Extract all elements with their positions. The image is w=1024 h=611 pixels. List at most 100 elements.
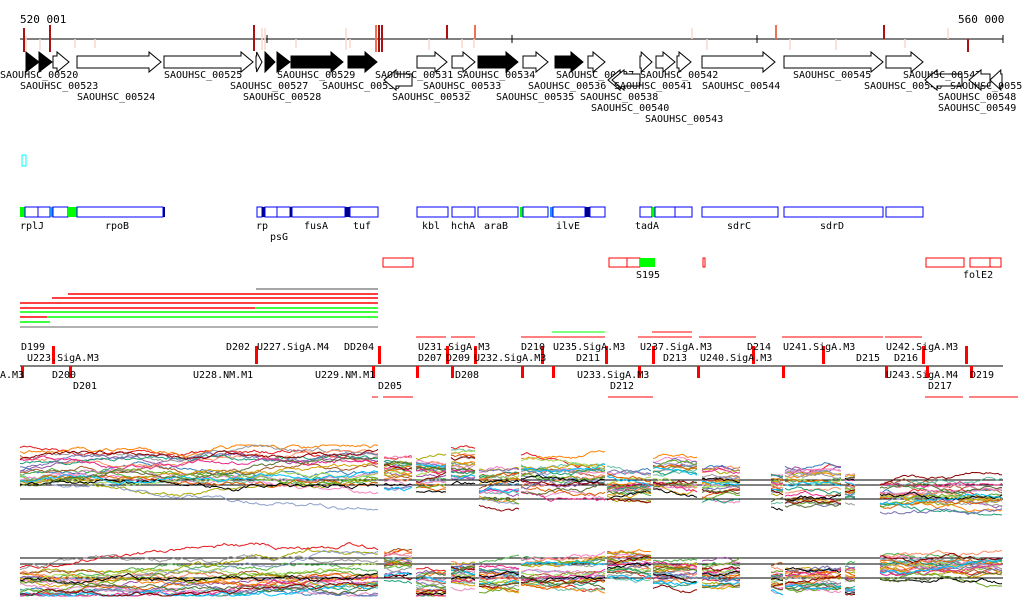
- annotation-marker: [697, 366, 700, 378]
- expression-series-line: [520, 477, 605, 490]
- annotation-marker: [752, 346, 755, 364]
- feature-box: [520, 207, 523, 217]
- expression-series-line: [415, 490, 447, 493]
- expression-series-line: [383, 465, 413, 474]
- gene-label[interactable]: SAOUHSC_00528: [243, 92, 321, 103]
- annotation-marker: [782, 366, 785, 378]
- expression-series-line: [606, 475, 652, 487]
- gene-arrow: [477, 50, 519, 74]
- annotation-marker: [416, 366, 419, 378]
- expression-series-line: [701, 491, 740, 500]
- gene-label[interactable]: SAOUHSC_00527: [230, 81, 308, 92]
- gene-label[interactable]: SAOUHSC_0055: [950, 81, 1022, 92]
- feature-box: [264, 206, 278, 218]
- expression-series-line: [415, 582, 447, 589]
- feature-label: hchA: [451, 221, 475, 232]
- annotation-marker: [446, 346, 449, 364]
- gene-label[interactable]: SAOUHSC_00529: [277, 70, 355, 81]
- expression-series-line: [770, 483, 784, 487]
- feature-box: [349, 206, 379, 218]
- annotation-label: D199: [21, 342, 45, 353]
- expression-series-line: [383, 574, 413, 581]
- region-label: folE2: [963, 270, 993, 281]
- annotation-label: D210: [521, 342, 545, 353]
- gene-label[interactable]: SAOUHSC_00540: [591, 103, 669, 114]
- expression-series-line: [701, 576, 741, 583]
- annotation-marker: [521, 366, 524, 378]
- expression-series-line: [450, 581, 476, 584]
- expression-series-line: [606, 484, 651, 491]
- annotation-label: D200: [52, 370, 76, 381]
- gene-arrow: [783, 50, 884, 74]
- expression-series-line: [844, 585, 856, 590]
- gene-label[interactable]: SAOUHSC_00545: [793, 70, 871, 81]
- expression-series-line: [606, 489, 652, 495]
- gene-label[interactable]: SAOUHSC_00523: [20, 81, 98, 92]
- gene-label[interactable]: SAOUHSC_00541: [614, 81, 692, 92]
- gene-label[interactable]: SAOUHSC_00544: [702, 81, 780, 92]
- gene-label[interactable]: SAOUHSC_00520: [0, 70, 78, 81]
- annotation-label: D208: [455, 370, 479, 381]
- gene-label[interactable]: SAOUHSC_00549: [938, 103, 1016, 114]
- feature-box: [24, 206, 39, 218]
- expression-plot-2: [19, 542, 1003, 597]
- feature-box: [552, 206, 586, 218]
- region-box: [702, 257, 706, 268]
- gene-arrow: [924, 68, 963, 92]
- gene-label[interactable]: SAOUHSC_00548: [938, 92, 1016, 103]
- gene-arrow: [290, 50, 344, 74]
- feature-label: sdrD: [820, 221, 844, 232]
- expression-series-line: [770, 485, 784, 489]
- expression-series-line: [19, 562, 378, 584]
- expression-series-line: [450, 561, 476, 566]
- expression-series-line: [19, 462, 379, 486]
- gene-label[interactable]: SAOUHSC_00531: [375, 70, 453, 81]
- feature-box: [783, 206, 884, 218]
- expression-series-line: [701, 566, 741, 575]
- gene-label[interactable]: SAOUHSC_00534: [457, 70, 535, 81]
- expression-series-line: [19, 579, 379, 596]
- annotation-label: D215: [856, 353, 880, 364]
- expression-series-line: [844, 591, 855, 595]
- gene-label[interactable]: SAOUHSC_00535: [496, 92, 574, 103]
- annotation-label: D214: [747, 342, 771, 353]
- feature-box: [37, 206, 51, 218]
- gene-arrow: [676, 50, 692, 74]
- expression-series-line: [520, 461, 606, 472]
- ruler-end-label: 560 000: [958, 13, 1004, 26]
- expression-series-line: [478, 554, 520, 564]
- expression-series-line: [450, 448, 476, 452]
- gene-label[interactable]: SAOUHSC_00546: [864, 81, 942, 92]
- expression-series-line: [450, 464, 476, 469]
- gene-label[interactable]: SAOUHSC_00525: [164, 70, 242, 81]
- annotation-label: U231.SigA.M3: [418, 342, 490, 353]
- expression-series-line: [19, 478, 379, 511]
- expression-series-line: [19, 580, 379, 597]
- expression-series-line: [844, 578, 856, 582]
- gene-label[interactable]: SAOUHSC_00536: [528, 81, 606, 92]
- expression-series-line: [606, 470, 652, 476]
- expression-series-line: [383, 470, 413, 475]
- gene-label[interactable]: SAOUHSC_00538: [580, 92, 658, 103]
- expression-series-line: [520, 463, 606, 473]
- expression-series-line: [19, 448, 379, 461]
- gene-label[interactable]: SAOUHSC_00547: [903, 70, 981, 81]
- gene-label[interactable]: SAOUHSC_00533: [423, 81, 501, 92]
- expression-series-line: [478, 477, 520, 485]
- gene-label[interactable]: SAOUHSC_00537: [556, 70, 634, 81]
- gene-label[interactable]: SAOUHSC_00542: [640, 70, 718, 81]
- gene-arrow: [522, 50, 549, 74]
- expression-series-line: [652, 481, 698, 493]
- gene-label[interactable]: SAOUHSC_00532: [392, 92, 470, 103]
- feature-box: [451, 206, 476, 218]
- gene-label[interactable]: SAOUHSC_00530: [322, 81, 400, 92]
- feature-label: tuf: [353, 221, 371, 232]
- expression-series-line: [770, 589, 784, 596]
- gene-label[interactable]: SAOUHSC_00524: [77, 92, 155, 103]
- expression-series-line: [479, 498, 520, 505]
- expression-series-line: [415, 582, 447, 590]
- gene-label[interactable]: SAOUHSC_00543: [645, 114, 723, 125]
- expression-series-line: [478, 488, 520, 494]
- expression-series-line: [784, 468, 842, 475]
